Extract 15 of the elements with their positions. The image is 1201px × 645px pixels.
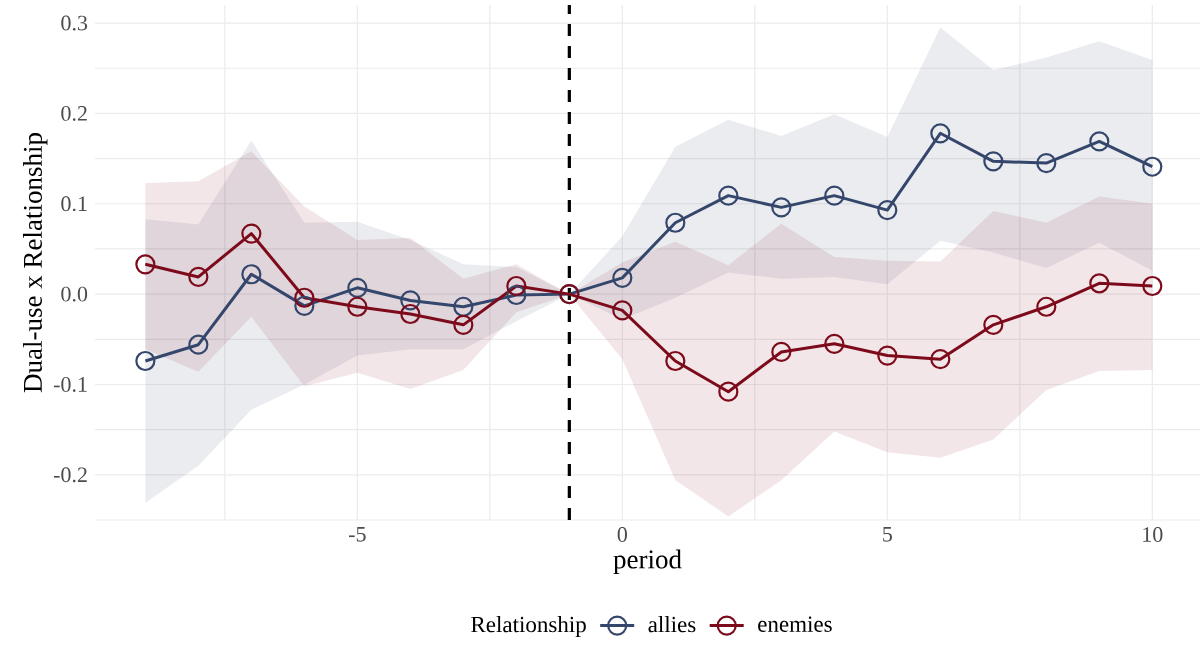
y-tick-label: 0.3 (61, 15, 88, 31)
x-tick-label: -5 (348, 527, 366, 542)
y-tick-label: -0.1 (53, 377, 87, 392)
legend-title: Relationship (471, 616, 586, 637)
x-tick-label: 10 (1143, 527, 1163, 542)
x-axis-title: period (613, 549, 682, 575)
legend-label: allies (648, 616, 696, 633)
y-tick-label: 0.2 (61, 105, 87, 121)
y-tick-label: 0.0 (61, 286, 88, 302)
legend-label: enemies (758, 616, 832, 632)
y-axis-title: Dual-use x Relationship (22, 133, 48, 393)
x-tick-label: 5 (883, 527, 892, 542)
x-tick-label: 0 (617, 527, 627, 542)
y-tick-label: 0.1 (61, 196, 87, 212)
y-tick-label: -0.2 (53, 467, 87, 483)
